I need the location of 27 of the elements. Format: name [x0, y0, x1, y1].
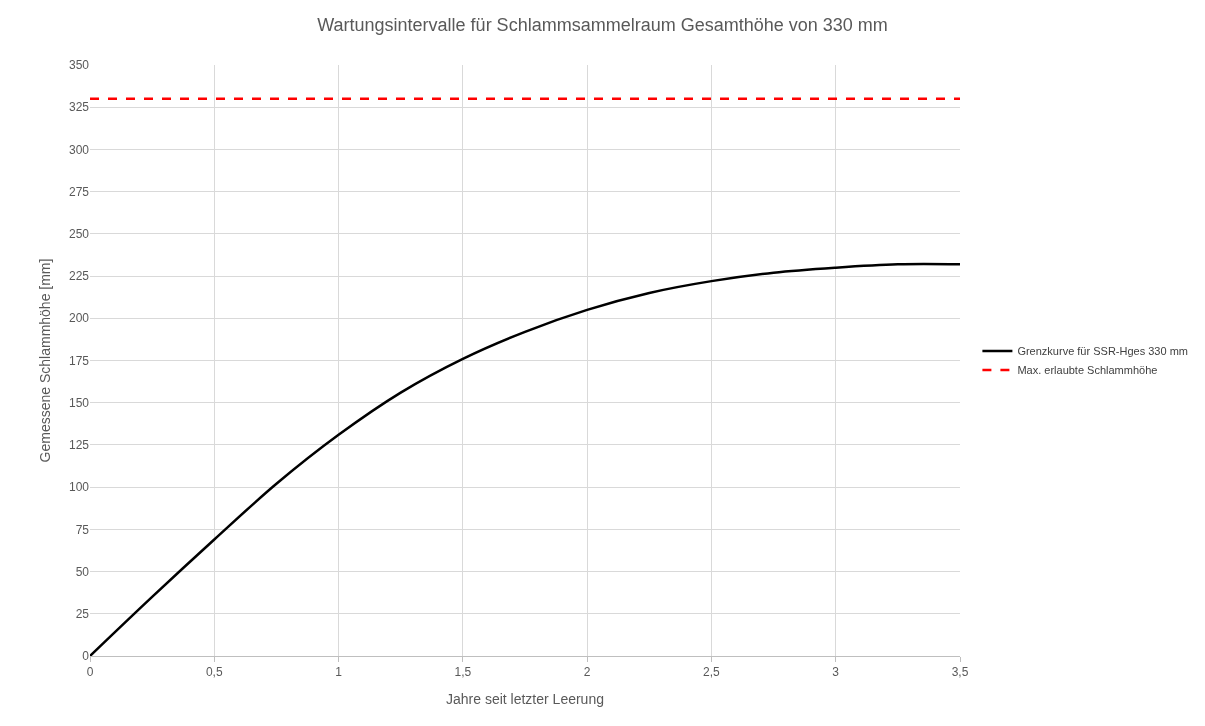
legend-label: Grenzkurve für SSR-Hges 330 mm	[1017, 345, 1188, 358]
y-tick-label: 225	[68, 269, 90, 284]
x-tick-label: 2,5	[703, 665, 721, 680]
y-tick-label: 125	[68, 438, 90, 453]
y-tick-label: 175	[68, 353, 90, 368]
x-tick-label: 3,5	[951, 665, 969, 680]
y-tick-label: 100	[68, 480, 90, 495]
y-axis-title: Gemessene Schlammhöhe [mm]	[36, 258, 53, 463]
y-tick-label: 275	[68, 184, 90, 199]
x-tick-label: 2	[583, 665, 591, 680]
y-tick-label: 350	[68, 58, 90, 73]
legend-label: Max. erlaubte Schlammhöhe	[1017, 364, 1158, 377]
y-tick-label: 200	[68, 311, 90, 326]
y-tick-label: 25	[75, 606, 90, 621]
y-tick-label: 75	[75, 522, 90, 537]
y-tick-label: 250	[68, 227, 90, 242]
x-tick-label: 0,5	[205, 665, 223, 680]
y-tick-label: 0	[82, 649, 90, 664]
y-tick-label: 300	[68, 142, 90, 157]
y-tick-label: 50	[75, 564, 90, 579]
x-tick-label: 1	[335, 665, 343, 680]
y-tick-label: 150	[68, 395, 90, 410]
x-tick-label: 1,5	[454, 665, 472, 680]
y-tick-label: 325	[68, 100, 90, 115]
x-tick-label: 3	[832, 665, 840, 680]
x-axis-title: Jahre seit letzter Leerung	[446, 690, 604, 707]
chart-title: Wartungsintervalle für Schlammsammelraum Gesamthöhe von 330 mm	[317, 14, 888, 35]
